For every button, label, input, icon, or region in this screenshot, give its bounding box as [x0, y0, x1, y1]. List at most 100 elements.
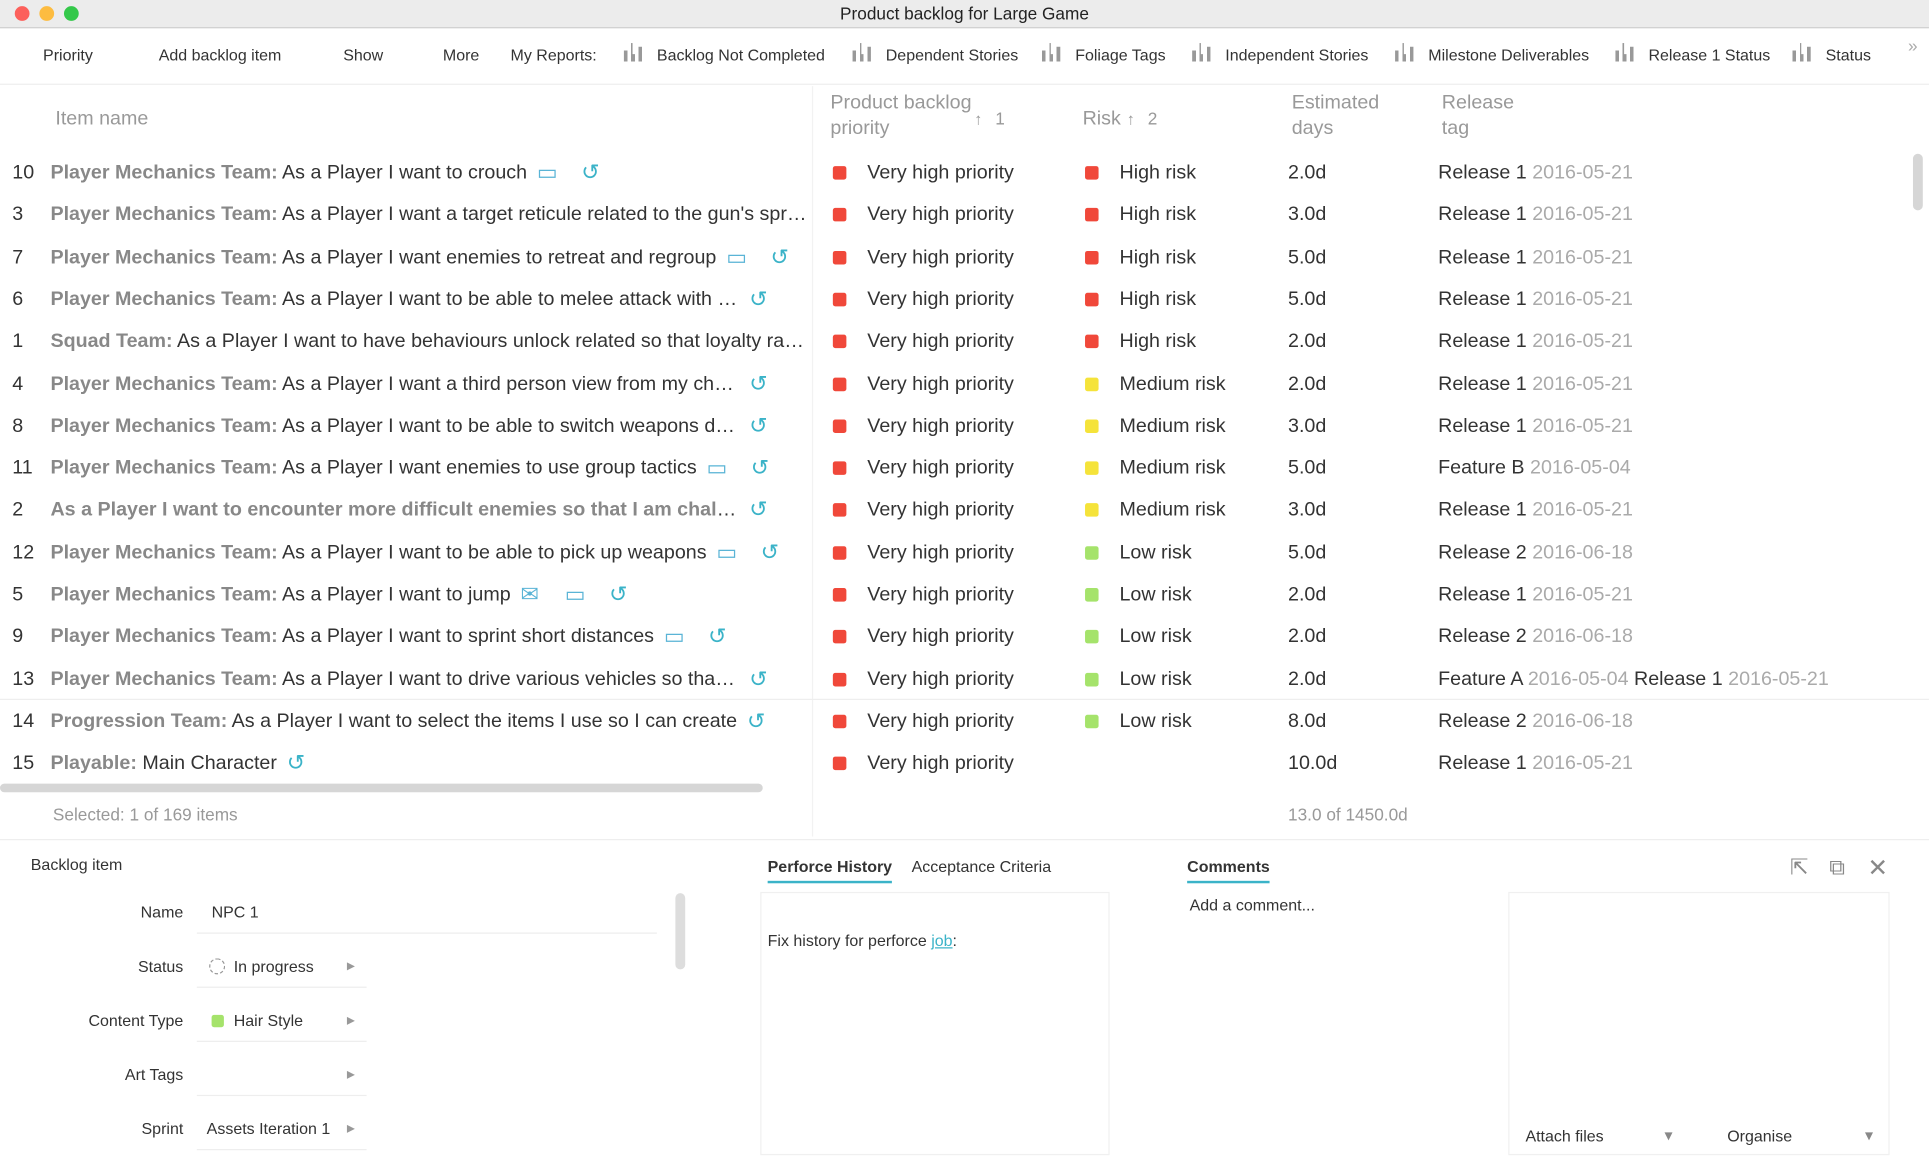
zoom-button[interactable]: [63, 6, 79, 21]
dropdown-arrow[interactable]: ▾: [1864, 1125, 1874, 1145]
report-button[interactable]: Milestone Deliverables: [1428, 45, 1590, 64]
report-icon[interactable]: [1615, 43, 1634, 62]
row-id[interactable]: 11: [12, 457, 33, 479]
row-id[interactable]: 13: [12, 668, 35, 690]
row-id[interactable]: 15: [12, 753, 35, 775]
report-button[interactable]: Release 1 Status: [1648, 45, 1771, 64]
minimize-button[interactable]: [39, 6, 55, 21]
row-id[interactable]: 4: [12, 373, 24, 395]
history-link[interactable]: job: [931, 931, 953, 950]
detail-scrollbar[interactable]: [675, 893, 686, 970]
row-id[interactable]: 8: [12, 415, 24, 437]
close-button[interactable]: [14, 6, 30, 21]
item-name[interactable]: Progression Team: As a Player I want to …: [50, 711, 737, 733]
item-name[interactable]: Player Mechanics Team: As a Player I wan…: [50, 289, 739, 311]
link-icon[interactable]: ↺: [770, 244, 790, 269]
comment-icon[interactable]: ▭: [536, 159, 558, 185]
report-button[interactable]: Foliage Tags: [1075, 45, 1166, 64]
comment-icon[interactable]: ▭: [706, 455, 728, 480]
link-icon[interactable]: ↺: [581, 159, 600, 185]
report-icon[interactable]: [1192, 43, 1211, 62]
comment-icon[interactable]: ▭: [716, 539, 738, 565]
link-icon[interactable]: ↺: [750, 455, 770, 480]
report-button[interactable]: Independent Stories: [1225, 45, 1369, 64]
item-name[interactable]: As a Player I want to encounter more dif…: [50, 500, 739, 522]
item-name[interactable]: Player Mechanics Team: As a Player I wan…: [50, 627, 654, 649]
report-icon[interactable]: [852, 43, 871, 62]
comment-icon[interactable]: ▭: [726, 244, 748, 269]
comment-icon[interactable]: ▭: [564, 581, 586, 607]
tab[interactable]: Acceptance Criteria: [911, 857, 1052, 876]
link-icon[interactable]: ↺: [746, 708, 766, 734]
report-icon[interactable]: [1792, 43, 1811, 62]
organise-button[interactable]: Organise: [1727, 1126, 1793, 1146]
popout-icon[interactable]: ⧉: [1829, 854, 1846, 880]
row-id[interactable]: 7: [12, 246, 24, 268]
report-icon[interactable]: [1041, 43, 1061, 62]
row-id[interactable]: 3: [12, 204, 24, 226]
item-name[interactable]: Playable: Main Character: [50, 753, 276, 775]
row-id[interactable]: 10: [12, 162, 35, 184]
row-id[interactable]: 14: [12, 710, 35, 732]
dropdown-arrow[interactable]: ▾: [1664, 1125, 1673, 1145]
field-arrow[interactable]: ▸: [346, 955, 355, 975]
item-name[interactable]: Player Mechanics Team: As a Player I wan…: [50, 669, 739, 691]
release-date: 2016-06-18: [1532, 626, 1633, 648]
report-button[interactable]: Status: [1825, 45, 1871, 64]
item-name[interactable]: Player Mechanics Team: As a Player I wan…: [50, 542, 706, 564]
field-arrow[interactable]: ▸: [346, 1118, 355, 1137]
close-panel-icon[interactable]: ✕: [1867, 854, 1889, 883]
toolbar-button[interactable]: Add backlog item: [158, 45, 282, 64]
report-icon[interactable]: [1395, 43, 1414, 62]
risk-indicator: [1085, 377, 1099, 391]
risk: High risk: [1119, 331, 1197, 353]
report-button[interactable]: Dependent Stories: [885, 45, 1019, 64]
tab-active[interactable]: Comments: [1187, 857, 1270, 884]
toolbar-button[interactable]: Priority: [43, 45, 93, 64]
link-icon[interactable]: ↺: [609, 581, 628, 607]
row-id[interactable]: 2: [12, 499, 24, 521]
field-value[interactable]: Assets Iteration 1: [206, 1119, 331, 1138]
field-value[interactable]: NPC 1: [211, 902, 259, 922]
report-button[interactable]: Backlog Not Completed: [656, 45, 825, 64]
link-icon[interactable]: ↺: [749, 413, 768, 438]
estimated-days: 5.0d: [1288, 542, 1327, 564]
row-id[interactable]: 1: [12, 331, 24, 353]
comment-input[interactable]: Add a comment...: [1189, 895, 1315, 915]
field-arrow[interactable]: ▸: [346, 1064, 355, 1083]
row-id[interactable]: 6: [12, 288, 24, 310]
h-scrollbar[interactable]: [0, 783, 763, 793]
row-id[interactable]: 9: [12, 626, 24, 648]
item-name[interactable]: Player Mechanics Team: As a Player I wan…: [50, 247, 716, 269]
link-icon[interactable]: ↺: [286, 750, 306, 776]
item-name[interactable]: Squad Team: As a Player I want to have b…: [50, 331, 808, 353]
v-scrollbar[interactable]: [1912, 153, 1923, 211]
link-icon[interactable]: ↺: [760, 539, 780, 565]
toolbar-button[interactable]: Show: [343, 45, 384, 64]
field-value[interactable]: Hair Style: [233, 1011, 304, 1030]
field-value[interactable]: In progress: [233, 957, 314, 976]
report-icon[interactable]: [623, 43, 643, 62]
link-icon[interactable]: ↺: [749, 370, 768, 396]
item-name[interactable]: Player Mechanics Team: As a Player I wan…: [50, 416, 739, 438]
row-id[interactable]: 12: [12, 542, 35, 564]
link-icon[interactable]: ↺: [708, 624, 727, 649]
item-name[interactable]: Player Mechanics Team: As a Player I wan…: [50, 584, 510, 606]
row-id[interactable]: 5: [12, 584, 24, 606]
item-name[interactable]: Player Mechanics Team: As a Player I wan…: [50, 458, 696, 480]
item-name[interactable]: Player Mechanics Team: As a Player I wan…: [50, 373, 739, 395]
link-icon[interactable]: ↺: [749, 497, 768, 523]
link-icon[interactable]: ↺: [749, 286, 768, 312]
field-arrow[interactable]: ▸: [346, 1009, 355, 1029]
attach-button[interactable]: Attach files: [1525, 1126, 1604, 1146]
toolbar-overflow[interactable]: »: [1908, 35, 1918, 56]
pin-icon[interactable]: ⇱: [1789, 854, 1809, 880]
comment-icon[interactable]: ▭: [663, 624, 685, 649]
link-icon[interactable]: ↺: [749, 666, 768, 691]
release-date: 2016-05-21: [1532, 288, 1633, 310]
tab-active[interactable]: Perforce History: [767, 857, 893, 884]
item-name[interactable]: Player Mechanics Team: As a Player I wan…: [50, 205, 808, 227]
item-name[interactable]: Player Mechanics Team: As a Player I wan…: [50, 162, 527, 184]
toolbar-button[interactable]: More: [442, 45, 480, 64]
mail-icon[interactable]: ✉: [520, 581, 540, 607]
